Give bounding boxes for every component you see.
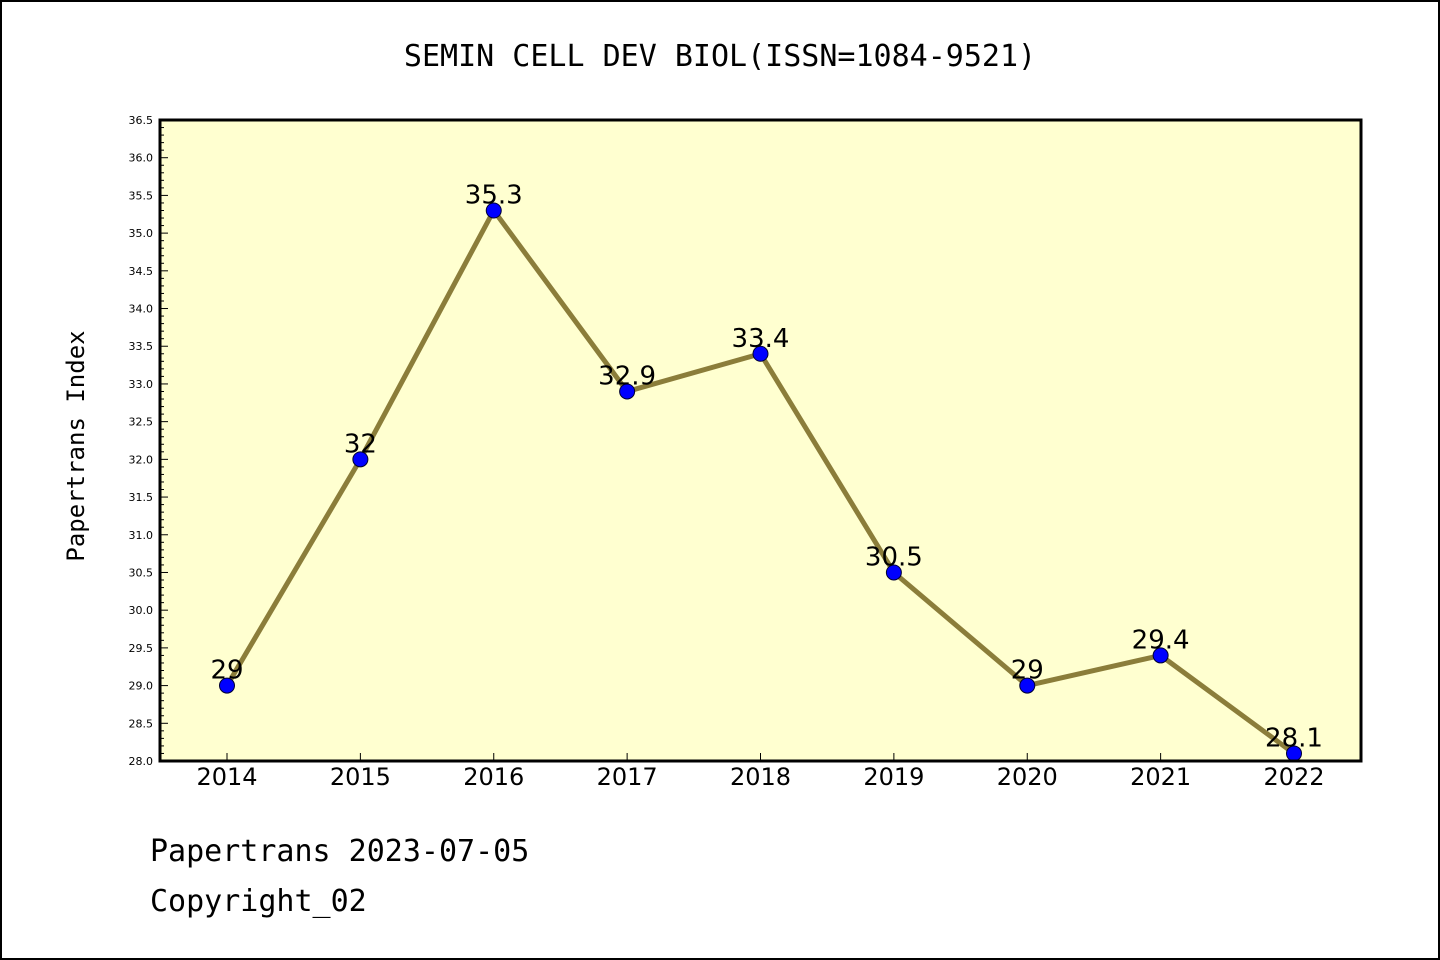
data-point xyxy=(219,677,235,694)
y-tick-label: 30.5 xyxy=(129,566,154,579)
data-label: 29 xyxy=(1011,656,1044,686)
footer-date: Papertrans 2023-07-05 xyxy=(150,834,530,869)
y-tick-label: 36.5 xyxy=(129,114,154,127)
x-tick-label: 2021 xyxy=(1130,763,1191,791)
data-label: 33.4 xyxy=(732,324,790,354)
y-tick-label: 34.5 xyxy=(129,265,154,278)
data-labels: 29 32 35.3 32.9 33.4 30.5 29 29.4 28.1 xyxy=(210,180,1322,753)
x-tick-label: 2020 xyxy=(997,763,1058,791)
y-tick-label: 32.0 xyxy=(129,453,154,466)
y-tick-label: 35.0 xyxy=(129,227,154,240)
y-tick-label: 29.0 xyxy=(129,680,154,693)
data-point xyxy=(619,383,636,400)
y-tick-label: 30.0 xyxy=(129,604,154,617)
y-tick-label: 31.5 xyxy=(129,491,154,504)
y-tick-label: 33.5 xyxy=(129,340,154,353)
data-label: 32.9 xyxy=(598,361,656,391)
x-tick-label: 2016 xyxy=(463,763,524,791)
data-label: 30.5 xyxy=(865,542,923,572)
data-label: 28.1 xyxy=(1265,723,1323,753)
y-tick-label: 29.5 xyxy=(129,642,154,655)
x-tick-label: 2015 xyxy=(330,763,391,791)
y-tick-label: 28.5 xyxy=(129,717,154,730)
y-tick-label: 32.5 xyxy=(129,416,154,429)
x-tick-label: 2018 xyxy=(730,763,791,791)
data-label: 32 xyxy=(344,429,377,459)
data-point xyxy=(752,345,769,362)
data-label: 29 xyxy=(210,656,243,686)
x-tick-label: 2022 xyxy=(1263,763,1324,791)
footer-copyright: Copyright_02 xyxy=(150,884,367,919)
chart-title: SEMIN CELL DEV BIOL(ISSN=1084-9521) xyxy=(404,39,1036,74)
x-tick-label: 2014 xyxy=(196,763,257,791)
data-series xyxy=(219,202,1302,762)
y-axis-label: Papertrans Index xyxy=(62,330,90,561)
y-axis: 28.0 28.5 29.0 29.5 30.0 30.5 31.0 31.5 32.0 32.5… xyxy=(129,114,168,768)
y-tick-label: 35.5 xyxy=(129,189,154,202)
y-tick-label: 34.0 xyxy=(129,303,154,316)
plot-area xyxy=(160,120,1361,761)
x-axis: 2014 2015 2016 2017 2018 2019 2020 2021 2022 xyxy=(196,753,1325,791)
data-point xyxy=(885,564,902,581)
y-tick-label: 28.0 xyxy=(129,755,154,768)
y-tick-label: 31.0 xyxy=(129,529,154,542)
data-point xyxy=(1019,677,1036,694)
x-tick-label: 2017 xyxy=(597,763,658,791)
plot-frame xyxy=(158,118,1363,763)
y-tick-label: 36.0 xyxy=(129,152,154,165)
x-tick-label: 2019 xyxy=(863,763,924,791)
data-label: 29.4 xyxy=(1132,625,1190,655)
data-point xyxy=(352,451,369,468)
y-tick-label: 33.0 xyxy=(129,378,154,391)
data-point xyxy=(485,202,502,219)
data-label: 35.3 xyxy=(465,180,523,210)
data-point xyxy=(1152,647,1169,664)
